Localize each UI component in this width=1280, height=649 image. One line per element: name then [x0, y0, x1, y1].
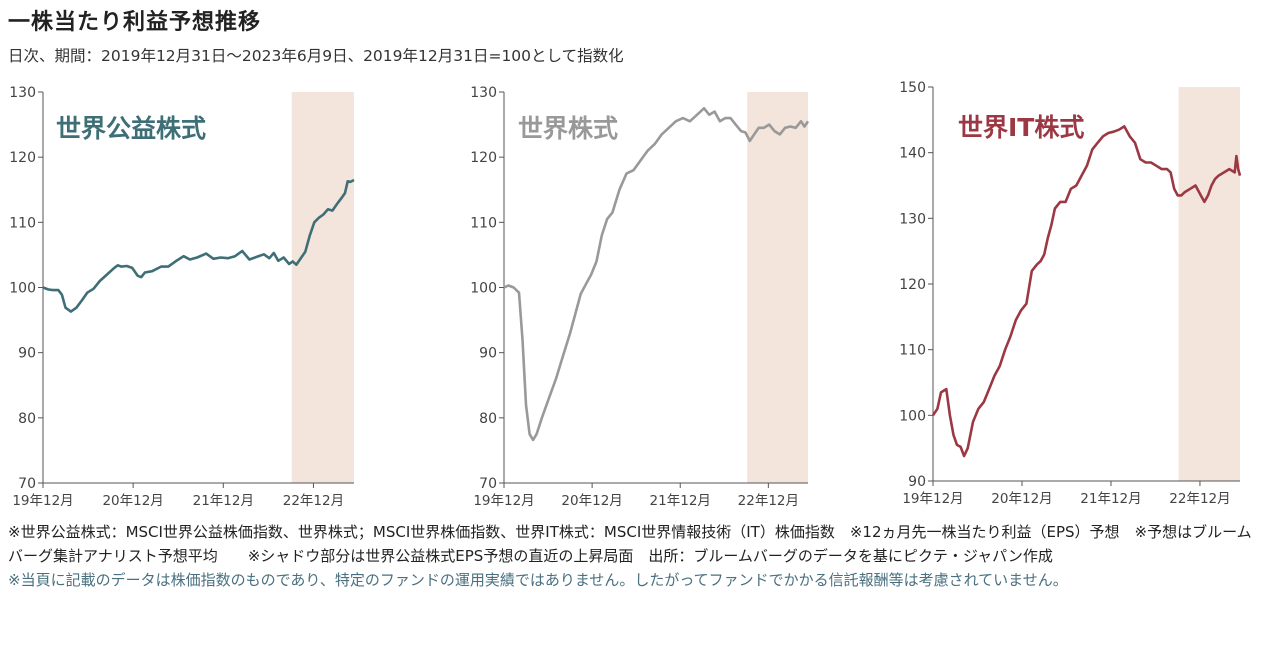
x-tick-label: 22年12月 — [738, 493, 799, 509]
footnote: ※世界公益株式：MSCI世界公益株価指数、世界株式；MSCI世界株価指数、世界I… — [8, 523, 1252, 565]
y-tick-label: 130 — [9, 85, 36, 101]
y-tick-label: 120 — [470, 150, 497, 166]
y-tick-label: 100 — [899, 408, 926, 424]
x-tick-label: 19年12月 — [12, 493, 73, 509]
x-tick-label: 21年12月 — [193, 493, 254, 509]
y-tick-label: 130 — [899, 211, 926, 227]
x-tick-label: 22年12月 — [1169, 491, 1230, 507]
y-tick-label: 140 — [899, 146, 926, 162]
y-tick-label: 130 — [470, 85, 497, 101]
y-tick-label: 110 — [470, 215, 497, 231]
x-tick-label: 21年12月 — [1080, 491, 1141, 507]
x-tick-label: 19年12月 — [902, 491, 963, 507]
y-tick-label: 90 — [908, 474, 926, 490]
x-tick-label: 22年12月 — [283, 493, 344, 509]
x-tick-label: 20年12月 — [102, 493, 163, 509]
x-tick-label: 20年12月 — [991, 491, 1052, 507]
page-title: 一株当たり利益予想推移 — [8, 10, 262, 35]
notes: ※世界公益株式：MSCI世界公益株価指数、世界株式；MSCI世界株価指数、世界I… — [8, 520, 1263, 592]
y-tick-label: 110 — [899, 343, 926, 359]
disclaimer: ※当頁に記載のデータは株価指数のものであり、特定のファンドの運用実績ではありませ… — [8, 571, 1068, 589]
shade-region-it — [1178, 87, 1240, 481]
page-subtitle: 日次、期間：2019年12月31日～2023年6月9日、2019年12月31日=… — [8, 47, 624, 65]
y-tick-label: 110 — [9, 215, 36, 231]
y-tick-label: 150 — [899, 80, 926, 96]
shade-region-utilities — [291, 92, 354, 483]
series-line-it — [931, 125, 1242, 458]
y-tick-label: 90 — [479, 346, 497, 362]
y-tick-label: 80 — [18, 411, 36, 427]
y-tick-label: 90 — [18, 346, 36, 362]
series-line-world — [503, 107, 810, 442]
panel-label-it: 世界IT株式 — [958, 113, 1084, 142]
panel-label-world: 世界株式 — [518, 114, 618, 143]
y-tick-label: 70 — [18, 476, 36, 492]
y-tick-label: 120 — [9, 150, 36, 166]
panel-label-utilities: 世界公益株式 — [56, 114, 206, 143]
y-tick-label: 80 — [479, 411, 497, 427]
shade-region-world — [747, 92, 808, 483]
y-tick-label: 100 — [470, 281, 497, 297]
x-tick-label: 19年12月 — [473, 493, 534, 509]
y-tick-label: 120 — [899, 277, 926, 293]
y-tick-label: 70 — [479, 476, 497, 492]
x-tick-label: 20年12月 — [561, 493, 622, 509]
x-tick-label: 21年12月 — [650, 493, 711, 509]
y-tick-label: 100 — [9, 281, 36, 297]
series-line-utilities — [42, 178, 355, 313]
